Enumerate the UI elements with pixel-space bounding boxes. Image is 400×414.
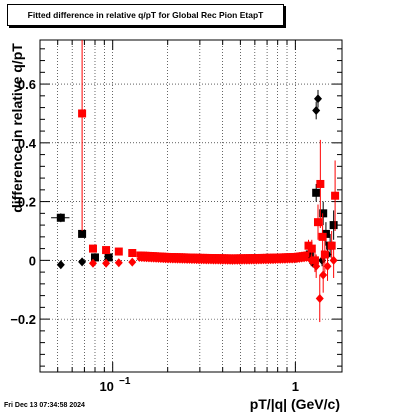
y-tick-label: 0.2 bbox=[18, 195, 36, 210]
data-point-s1-20 bbox=[315, 275, 324, 323]
data-point-s1-4 bbox=[128, 249, 137, 258]
data-point-s1-8 bbox=[128, 257, 137, 267]
grid bbox=[39, 40, 342, 372]
data-point-s0-9 bbox=[313, 89, 322, 108]
y-tick-label: 0.4 bbox=[18, 136, 37, 151]
plot-frame bbox=[39, 39, 343, 373]
data-point-s1-21 bbox=[319, 257, 328, 293]
data-point-s0-14 bbox=[329, 210, 338, 240]
y-tick-label: 0 bbox=[29, 253, 36, 268]
data-point-s1-23 bbox=[329, 242, 338, 278]
data-point-s1-13 bbox=[316, 139, 325, 229]
data-point-s0-2 bbox=[56, 260, 65, 270]
x-tick-label-exponent: −1 bbox=[119, 376, 131, 387]
data-point-s1-7 bbox=[114, 258, 123, 268]
y-tick-label: 0.6 bbox=[18, 77, 36, 92]
data-point-s1-0 bbox=[78, 40, 87, 231]
y-tick-label: −0.2 bbox=[10, 312, 36, 327]
data-point-s1-5 bbox=[88, 258, 97, 268]
data-point-s0-1 bbox=[78, 229, 87, 238]
data-point-s1-22 bbox=[323, 251, 332, 281]
y-axis-label: difference in relative q/pT bbox=[9, 43, 25, 213]
data-point-s1-2 bbox=[102, 246, 111, 255]
x-tick-label: 1 bbox=[292, 379, 299, 394]
data-point-s1-3 bbox=[114, 247, 123, 256]
data-point-s1-19 bbox=[312, 254, 321, 278]
timestamp-footer: Fri Dec 13 07:34:58 2024 bbox=[4, 402, 85, 409]
data-point-s0-0 bbox=[51, 213, 70, 223]
data-point-s0-10 bbox=[312, 183, 321, 202]
data-point-s0-4 bbox=[90, 253, 99, 262]
data-point-s0-11 bbox=[319, 201, 328, 226]
data-point-s1-1 bbox=[88, 244, 97, 253]
x-tick-label: 10 bbox=[99, 379, 113, 394]
data-point-s1-16 bbox=[327, 230, 336, 261]
tick-labels: −0.2 0 0.2 0.4 0.6 10 −1 1 bbox=[10, 77, 299, 394]
x-axis-label: pT/|q| (GeV/c) bbox=[249, 396, 340, 412]
data-point-s1-17 bbox=[331, 160, 340, 231]
data-point-s1-18 bbox=[307, 254, 316, 267]
chart-title: Fitted difference in relative q/pT for G… bbox=[7, 4, 284, 26]
data-point-s1-6 bbox=[102, 258, 111, 268]
data-point-s0-8 bbox=[312, 101, 321, 120]
data-point-s1-10 bbox=[307, 239, 316, 258]
data-point-s1-12 bbox=[313, 204, 322, 240]
axis-ticks bbox=[39, 40, 342, 372]
data-point-s0-3 bbox=[78, 257, 87, 267]
data-point-s0-5 bbox=[104, 253, 113, 262]
data-points bbox=[51, 40, 340, 323]
